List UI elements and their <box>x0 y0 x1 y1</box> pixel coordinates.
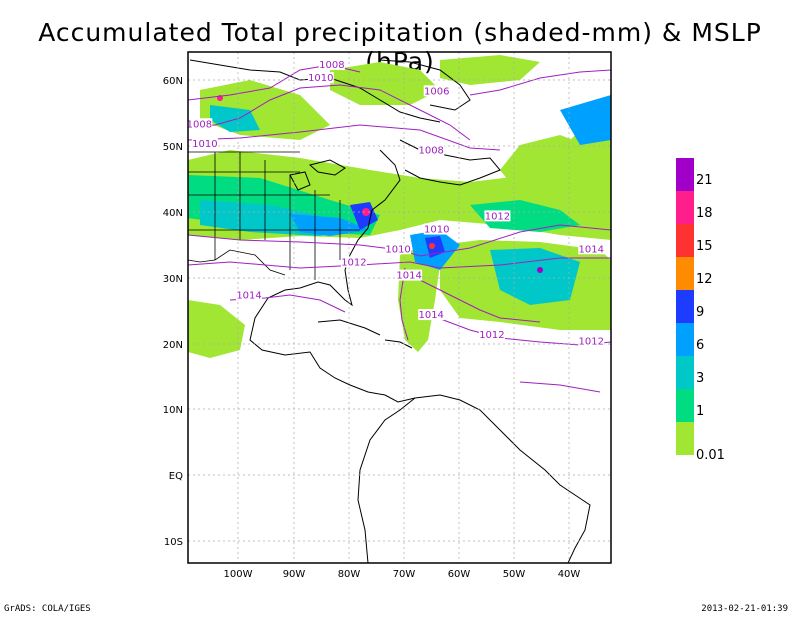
lon-gridlines <box>237 52 570 563</box>
isobar-label: 1010 <box>308 73 333 84</box>
isobar-label: 1014 <box>236 290 261 301</box>
isobar-label-bg <box>188 118 213 130</box>
isobar-label-bg <box>418 309 445 321</box>
colorbar-label: 3 <box>696 371 704 386</box>
isobar-label: 1008 <box>187 119 212 130</box>
lat-label: 60N <box>163 76 183 87</box>
isobar-label: 1012 <box>579 336 604 347</box>
lat-label: 40N <box>163 208 183 219</box>
isobar-label: 1006 <box>424 86 449 97</box>
isobar-label-bg <box>396 269 423 281</box>
isobar-label: 1010 <box>424 225 449 236</box>
isobar-label-bg <box>578 243 605 255</box>
lat-label: 20N <box>163 340 183 351</box>
colorbar-swatch <box>676 356 694 389</box>
isobar-lines <box>188 64 611 393</box>
lon-label: 80W <box>338 569 361 580</box>
isobar-label-bg <box>478 328 505 340</box>
isobar-label: 1014 <box>396 271 421 282</box>
isobar-label: 1014 <box>579 244 604 255</box>
lat-label: 10S <box>164 537 183 548</box>
isobar-label: 1012 <box>485 211 510 222</box>
colorbar-swatch <box>676 158 694 191</box>
isobar-labels: 1008 1010 1006 1008 1010 1008 1012 1010 1010 1012… <box>187 59 605 347</box>
footer-timestamp: 2013-02-21-01:39 <box>701 604 788 614</box>
lat-label: 30N <box>163 274 183 285</box>
map-frame <box>187 51 612 564</box>
lat-label: EQ <box>169 471 183 482</box>
lon-label: 40W <box>558 569 581 580</box>
colorbar-swatch <box>676 323 694 356</box>
isobar-label-bg <box>191 138 218 149</box>
colorbar-label: 18 <box>696 206 713 221</box>
colorbar-label: 0.01 <box>696 448 725 463</box>
colorbar-label: 12 <box>696 272 713 287</box>
isobar-label-bg <box>385 243 412 255</box>
lat-gridlines <box>188 79 611 542</box>
footer-credit: GrADS: COLA/IGES <box>4 604 91 614</box>
isobar-label-bg <box>423 85 450 97</box>
colorbar-label: 1 <box>696 404 704 419</box>
isobar-label-bg <box>236 289 263 301</box>
colorbar-swatch <box>676 257 694 290</box>
colorbar-swatch <box>676 389 694 422</box>
colorbar-label: 15 <box>696 239 713 254</box>
lon-label: 70W <box>393 569 416 580</box>
colorbar-swatch <box>676 422 694 455</box>
colorbar-legend: 0.01 1 3 6 9 12 15 18 21 <box>676 158 725 463</box>
isobar-label: 1010 <box>192 139 217 150</box>
isobar-label: 1010 <box>385 244 410 255</box>
isobar-label-bg <box>578 335 605 347</box>
lon-label: 50W <box>503 569 526 580</box>
isobar-label-bg <box>307 72 334 84</box>
isobar-label: 1008 <box>418 146 443 157</box>
state-borders <box>188 151 360 280</box>
lon-label: 100W <box>224 569 253 580</box>
lat-label: 50N <box>163 142 183 153</box>
colorbar-swatch <box>676 191 694 224</box>
isobar-label-bg <box>418 144 445 156</box>
isobar-label-bg <box>484 210 511 222</box>
isobar-label-bg <box>318 59 345 71</box>
isobar-label-bg <box>340 256 367 268</box>
isobar-label-bg <box>423 223 450 235</box>
colorbar-swatch <box>676 224 694 257</box>
colorbar-label: 6 <box>696 338 704 353</box>
lon-label: 60W <box>448 569 471 580</box>
isobar-label: 1012 <box>479 330 504 341</box>
lat-label: 10N <box>163 405 183 416</box>
isobar-label: 1012 <box>341 257 366 268</box>
lon-label: 90W <box>283 569 306 580</box>
lon-axis: 100W 90W 80W 70W 60W 50W 40W <box>224 569 581 580</box>
colorbar-label: 9 <box>696 305 704 320</box>
colorbar-label: 21 <box>696 173 713 188</box>
colorbar-swatch <box>676 290 694 323</box>
isobar-label: 1014 <box>418 310 443 321</box>
isobar-label: 1008 <box>319 60 344 71</box>
lat-axis: 60N 50N 40N 30N 20N 10N EQ 10S <box>163 76 183 548</box>
